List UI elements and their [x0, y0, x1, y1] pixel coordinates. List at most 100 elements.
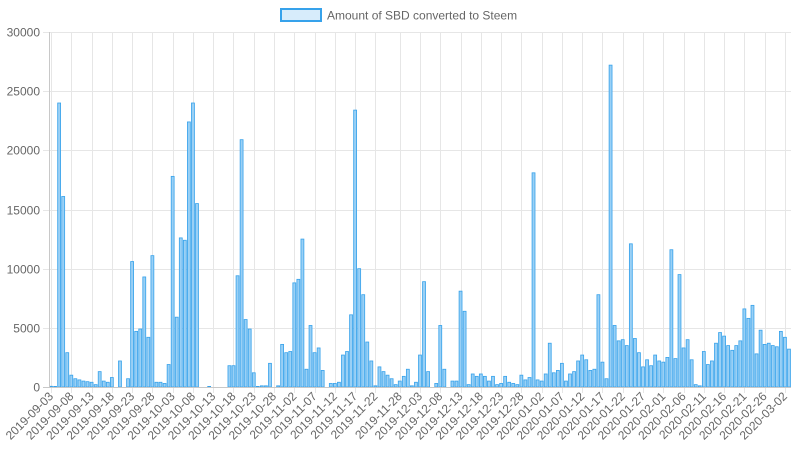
- bar[interactable]: [466, 384, 471, 388]
- bar[interactable]: [462, 310, 467, 388]
- bar[interactable]: [81, 380, 86, 388]
- bar[interactable]: [588, 370, 593, 388]
- bar[interactable]: [170, 175, 175, 388]
- bar[interactable]: [762, 343, 767, 388]
- bar[interactable]: [734, 345, 739, 388]
- bar[interactable]: [118, 360, 122, 388]
- bar[interactable]: [519, 374, 524, 388]
- bar[interactable]: [693, 384, 698, 388]
- bar[interactable]: [535, 379, 540, 388]
- bar[interactable]: [191, 102, 195, 388]
- bar[interactable]: [637, 352, 641, 388]
- bar[interactable]: [710, 360, 714, 388]
- bar[interactable]: [414, 381, 418, 388]
- bar[interactable]: [531, 172, 536, 388]
- legend-label[interactable]: Amount of SBD converted to Steem: [327, 9, 517, 23]
- bar[interactable]: [556, 370, 560, 388]
- bar[interactable]: [779, 330, 783, 388]
- bar[interactable]: [714, 342, 718, 388]
- bar[interactable]: [750, 304, 755, 388]
- bar[interactable]: [600, 361, 605, 388]
- bar[interactable]: [361, 294, 366, 388]
- bar[interactable]: [701, 351, 706, 388]
- bar[interactable]: [401, 375, 406, 388]
- bar[interactable]: [787, 348, 791, 388]
- bar[interactable]: [332, 383, 337, 388]
- bar[interactable]: [69, 374, 74, 388]
- bar[interactable]: [783, 336, 787, 388]
- bar[interactable]: [154, 381, 159, 388]
- bar[interactable]: [657, 360, 662, 388]
- bar[interactable]: [608, 64, 613, 388]
- bar[interactable]: [405, 368, 410, 388]
- bar[interactable]: [766, 342, 771, 388]
- bar[interactable]: [722, 335, 726, 388]
- bar[interactable]: [491, 375, 495, 388]
- bar[interactable]: [187, 121, 191, 388]
- bar[interactable]: [178, 237, 183, 388]
- bar[interactable]: [511, 383, 516, 388]
- bar[interactable]: [697, 385, 702, 388]
- bar[interactable]: [345, 351, 349, 388]
- bar[interactable]: [304, 368, 309, 388]
- bar[interactable]: [77, 379, 82, 388]
- bar[interactable]: [450, 380, 455, 388]
- bar[interactable]: [624, 345, 629, 388]
- bar[interactable]: [442, 368, 447, 388]
- bar[interactable]: [357, 268, 362, 388]
- bar[interactable]: [592, 368, 597, 388]
- bar[interactable]: [458, 290, 463, 388]
- bar[interactable]: [89, 381, 94, 388]
- bar[interactable]: [754, 353, 759, 388]
- bar[interactable]: [73, 378, 78, 388]
- bar[interactable]: [661, 361, 666, 388]
- bar[interactable]: [235, 275, 240, 388]
- bar[interactable]: [85, 381, 90, 388]
- bar[interactable]: [596, 294, 601, 388]
- bar[interactable]: [718, 332, 722, 388]
- bar[interactable]: [568, 373, 572, 388]
- bar[interactable]: [483, 375, 487, 388]
- bar[interactable]: [706, 364, 710, 388]
- bar[interactable]: [57, 102, 62, 388]
- bar[interactable]: [523, 379, 528, 388]
- bar[interactable]: [543, 373, 548, 388]
- bar[interactable]: [604, 378, 609, 388]
- bar[interactable]: [381, 371, 386, 388]
- bar[interactable]: [341, 354, 345, 388]
- bar[interactable]: [260, 385, 264, 388]
- bar[interactable]: [685, 339, 690, 388]
- bar[interactable]: [349, 314, 353, 388]
- bar[interactable]: [438, 325, 443, 388]
- bar[interactable]: [677, 274, 682, 388]
- bar[interactable]: [195, 203, 199, 388]
- bar[interactable]: [418, 354, 422, 388]
- bar[interactable]: [276, 385, 280, 388]
- legend-swatch[interactable]: [280, 8, 322, 22]
- bar[interactable]: [454, 380, 459, 388]
- bar[interactable]: [284, 352, 289, 388]
- bar[interactable]: [150, 255, 155, 388]
- bar[interactable]: [207, 386, 212, 388]
- bar[interactable]: [251, 372, 256, 388]
- bar[interactable]: [730, 349, 735, 388]
- bar[interactable]: [288, 351, 293, 388]
- bar[interactable]: [564, 380, 568, 388]
- bar[interactable]: [142, 276, 147, 388]
- bar[interactable]: [227, 365, 232, 388]
- bar[interactable]: [146, 336, 151, 388]
- bar[interactable]: [770, 345, 775, 388]
- bar[interactable]: [389, 378, 394, 388]
- bar[interactable]: [130, 261, 134, 388]
- bar[interactable]: [308, 325, 313, 388]
- bar[interactable]: [385, 374, 390, 388]
- bar[interactable]: [726, 345, 731, 388]
- bar[interactable]: [53, 386, 57, 388]
- bar[interactable]: [377, 366, 382, 388]
- bar[interactable]: [97, 371, 102, 388]
- bar[interactable]: [487, 380, 491, 388]
- bar[interactable]: [105, 381, 110, 388]
- bar[interactable]: [239, 139, 244, 388]
- bar[interactable]: [584, 359, 589, 388]
- bar[interactable]: [61, 196, 66, 388]
